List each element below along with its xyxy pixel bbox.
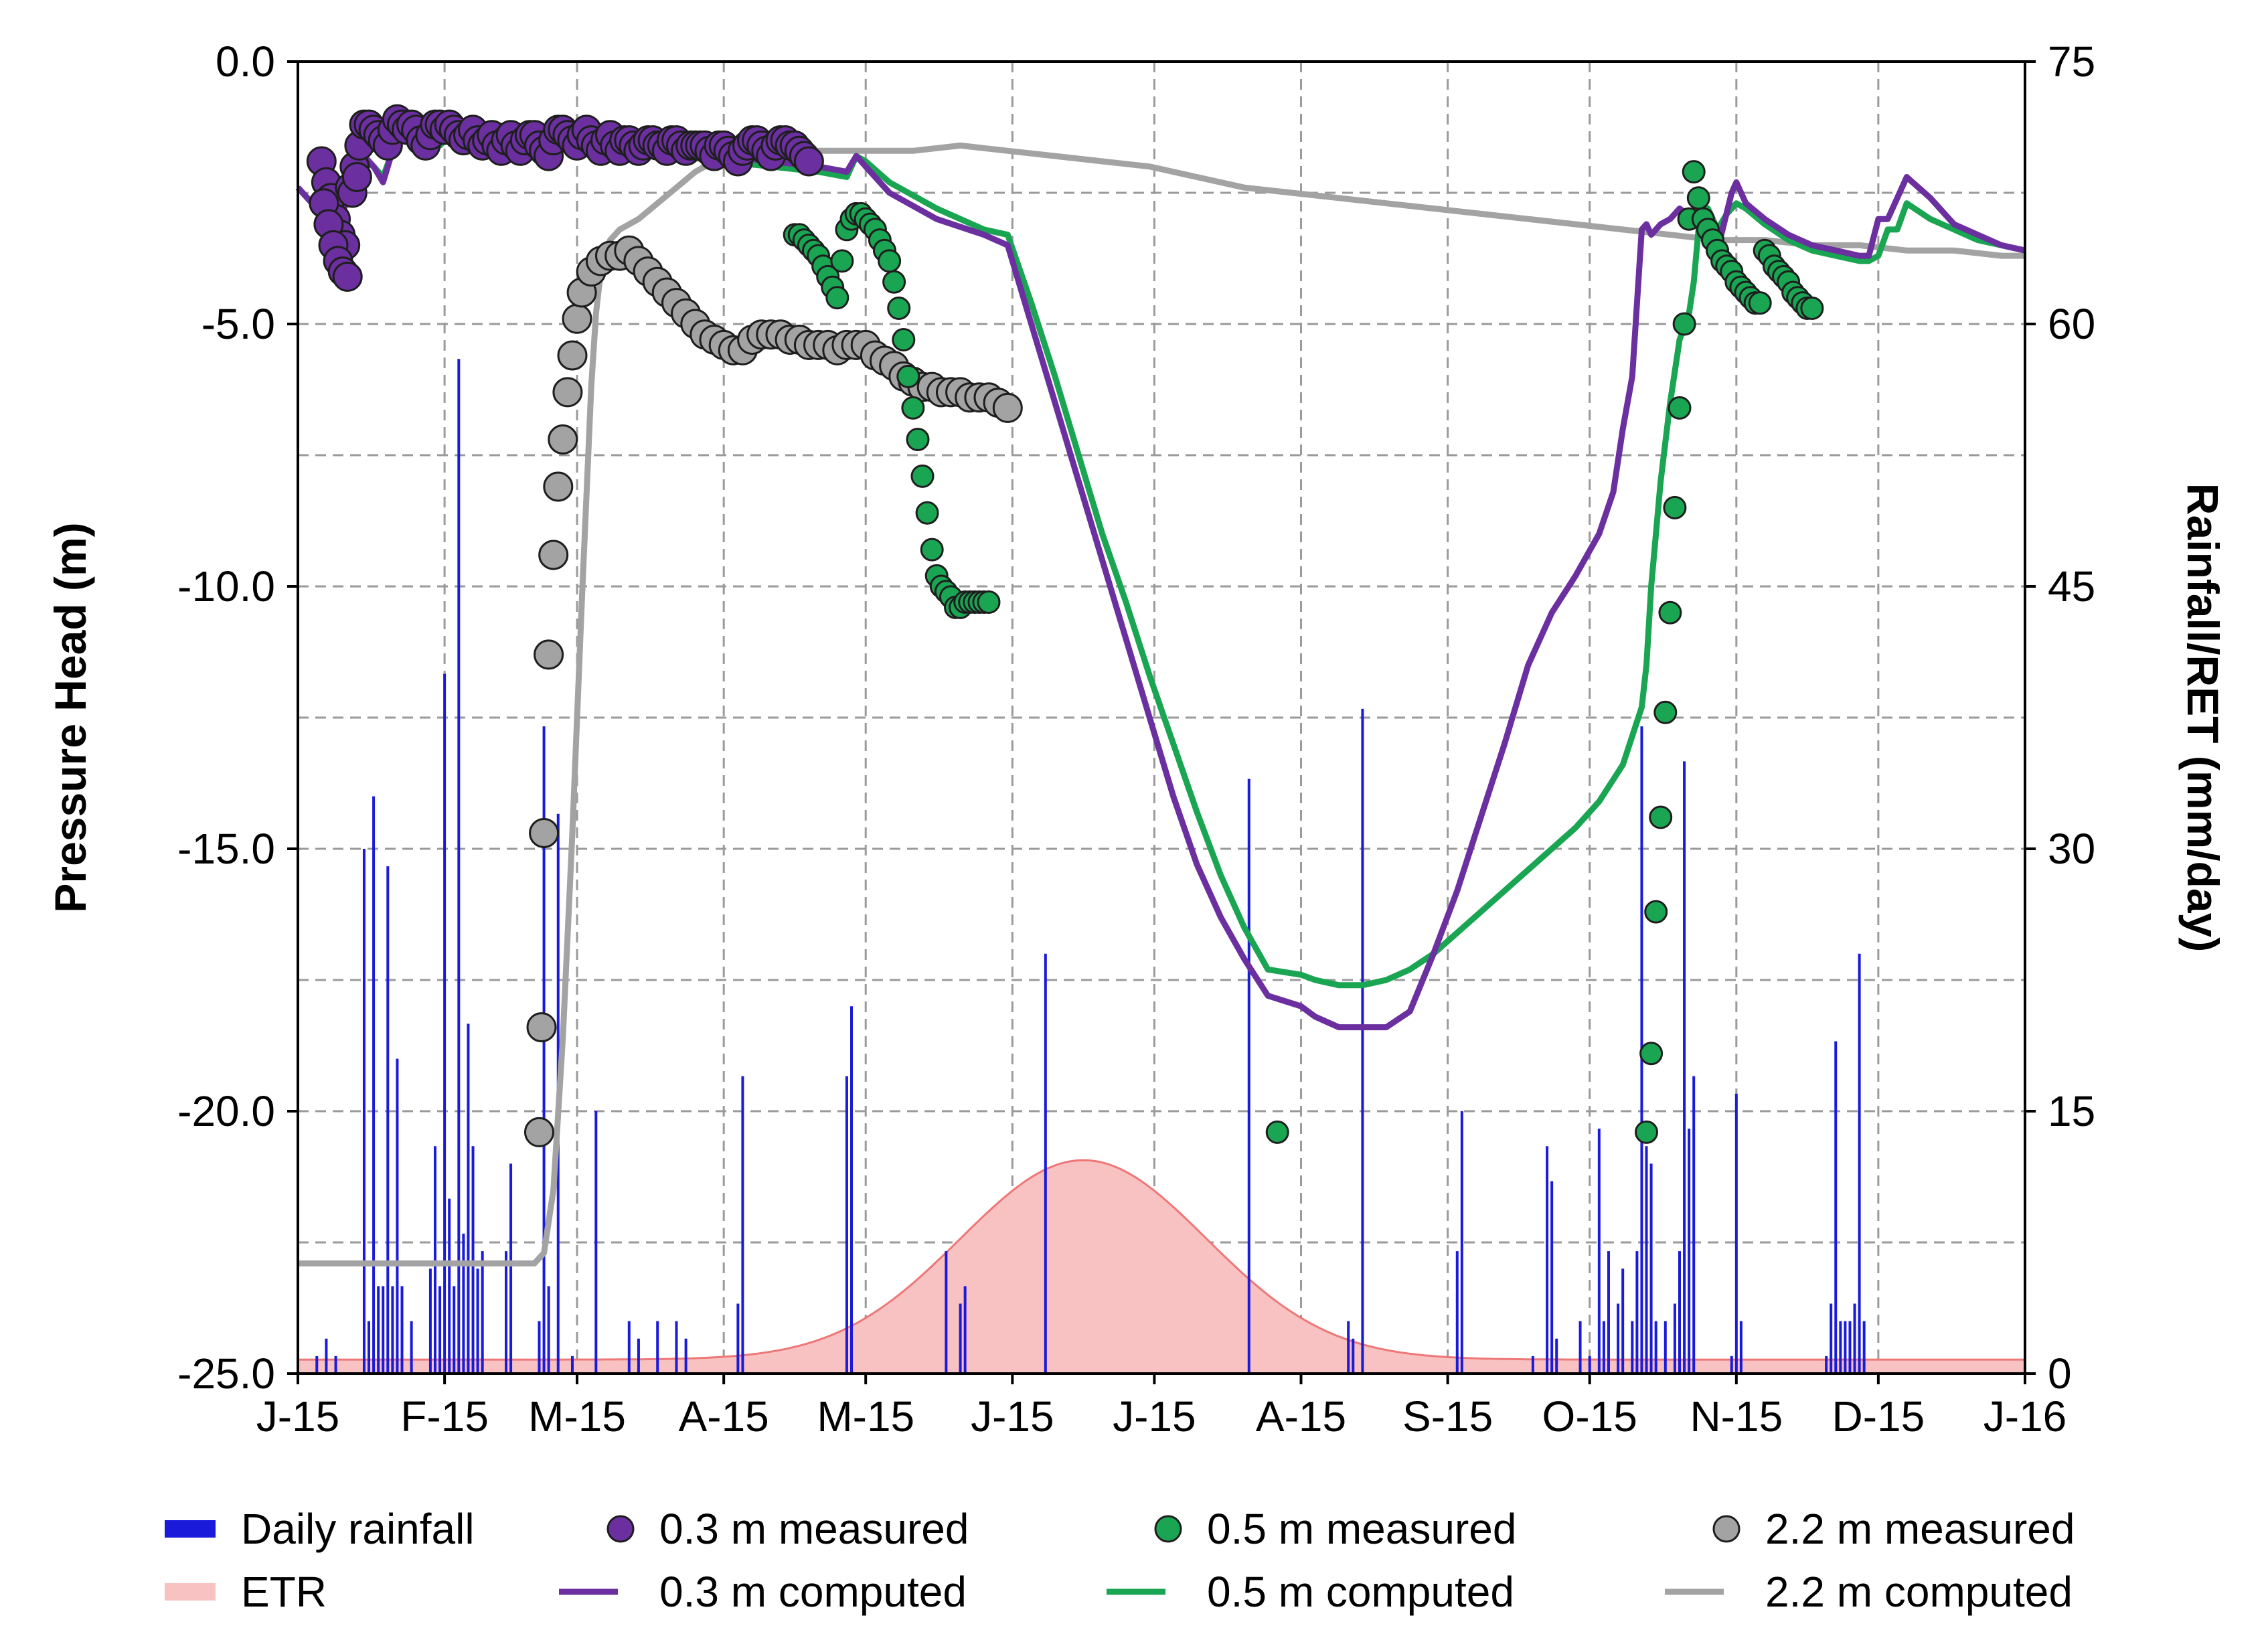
0-5-m-measured-point — [892, 328, 916, 351]
y-tick-label: -20.0 — [177, 1087, 275, 1135]
y2-tick-label: 0 — [2048, 1349, 2072, 1398]
0-3-m-measured-point — [341, 162, 372, 192]
0-5-m-measured-point — [1649, 805, 1673, 829]
2-2-m-measured-point — [534, 639, 564, 670]
x-tick-label: A-15 — [1256, 1392, 1346, 1441]
0-3-m-measured-point — [332, 261, 363, 292]
legend-marker-0-5-m-measured — [1154, 1515, 1182, 1543]
y2-tick-label: 45 — [2048, 562, 2095, 610]
0-5-m-measured-point — [910, 464, 935, 488]
y-tick-label: -15.0 — [177, 825, 275, 873]
y-tick-label: 0.0 — [216, 37, 275, 86]
x-tick-label: J-16 — [1983, 1392, 2067, 1441]
0-5-m-measured-point — [1639, 1042, 1664, 1066]
x-tick-label: O-15 — [1542, 1392, 1637, 1441]
y2-tick-label: 75 — [2048, 37, 2095, 86]
legend-label-0-3-m-computed: 0.3 m computed — [659, 1568, 967, 1616]
0-5-m-measured-point — [906, 428, 930, 451]
0-5-m-measured-point — [901, 396, 925, 420]
y-tick-label: -5.0 — [201, 300, 275, 348]
2-2-m-computed-line — [298, 142, 2025, 1266]
2-2-m-measured-point — [548, 424, 578, 455]
0-5-m-measured-point — [915, 501, 939, 525]
0-5-m-measured-point — [1653, 700, 1678, 724]
etr-area — [298, 1160, 2025, 1374]
x-tick-label: N-15 — [1690, 1392, 1783, 1441]
plot-frame — [297, 60, 2026, 1375]
legend-label-etr: ETR — [241, 1568, 327, 1616]
2-2-m-measured-point — [552, 377, 583, 408]
0-5-m-measured-point — [1658, 600, 1682, 625]
2-2-m-measured-point — [543, 471, 574, 502]
x-tick-label: S-15 — [1402, 1392, 1493, 1441]
x-tick-label: J-15 — [256, 1392, 340, 1441]
y2-axis-title: Rainfall/RET (mm/day) — [2178, 483, 2228, 952]
legend-label-0-3-m-measured: 0.3 m measured — [659, 1505, 969, 1553]
2-2-m-measured-point — [992, 392, 1023, 423]
y2-tick-label: 60 — [2048, 300, 2095, 348]
2-2-m-measured-point — [529, 818, 560, 848]
0-5-m-measured-point — [1635, 1120, 1658, 1144]
0-3-m-measured-point — [793, 146, 824, 177]
0-5-m-measured-point — [896, 364, 920, 388]
y2-tick-label: 30 — [2048, 825, 2095, 873]
0-5-m-measured-point — [1265, 1120, 1289, 1144]
legend: Daily rainfall 0.3 m measured 0.5 m measur… — [165, 1505, 2075, 1616]
0-5-m-measured-point — [825, 286, 849, 310]
y2-tick-label: 15 — [2048, 1087, 2095, 1135]
legend-swatch-daily-rainfall — [165, 1520, 216, 1538]
0-5-m-measured-point — [830, 249, 854, 273]
2-2-m-measured-point — [524, 1117, 554, 1147]
0-5-m-measured-point — [882, 270, 906, 294]
0-5-m-measured-point — [1686, 186, 1710, 210]
rainfall-bars-layer — [315, 359, 1866, 1374]
axes-layer: J-15 F-15 M-15 A-15 M-15 J-15 J-15 A-15 S-15 O-15… — [177, 37, 2095, 1441]
x-tick-label: J-15 — [1113, 1392, 1196, 1441]
x-tick-label: J-15 — [971, 1392, 1054, 1441]
legend-label-0-5-m-measured: 0.5 m measured — [1207, 1505, 1516, 1553]
legend-label-0-5-m-computed: 0.5 m computed — [1207, 1568, 1514, 1616]
2-2-m-measured-point — [538, 540, 569, 570]
legend-marker-2-2-m-measured — [1712, 1515, 1740, 1543]
0-5-m-measured-point — [887, 297, 911, 320]
legend-swatch-etr — [165, 1583, 216, 1601]
0-5-m-measured-point — [878, 249, 902, 273]
0-5-m-measured-point — [920, 538, 944, 562]
legend-label-daily-rainfall: Daily rainfall — [241, 1505, 475, 1553]
x-tick-label: M-15 — [528, 1392, 626, 1441]
0-5-m-measured-point — [1663, 495, 1687, 519]
0-5-m-measured-point — [1800, 297, 1824, 320]
0-5-m-measured-point — [1682, 160, 1706, 184]
y-tick-label: -10.0 — [177, 562, 275, 610]
measured-points-layer — [306, 104, 1824, 1147]
0-5-m-measured-point — [1644, 900, 1668, 924]
2-2-m-measured-point — [526, 1012, 557, 1043]
x-tick-label: F-15 — [400, 1392, 489, 1441]
x-tick-label: D-15 — [1832, 1392, 1925, 1441]
y-tick-label: -25.0 — [177, 1349, 275, 1398]
0-5-m-measured-point — [1668, 396, 1692, 420]
0-5-m-measured-point — [977, 590, 1001, 614]
0-5-m-measured-point — [1748, 291, 1772, 315]
y-axis-title: Pressure Head (m) — [46, 522, 95, 912]
2-2-m-measured-point — [557, 340, 588, 371]
x-tick-label: M-15 — [817, 1392, 914, 1441]
legend-marker-0-3-m-measured — [606, 1515, 635, 1543]
legend-label-2-2-m-measured: 2.2 m measured — [1765, 1505, 2075, 1553]
2-2-m-measured-point — [562, 303, 592, 334]
x-tick-label: A-15 — [679, 1392, 769, 1441]
0-5-m-measured-point — [1672, 312, 1696, 336]
legend-label-2-2-m-computed: 2.2 m computed — [1765, 1568, 2073, 1616]
